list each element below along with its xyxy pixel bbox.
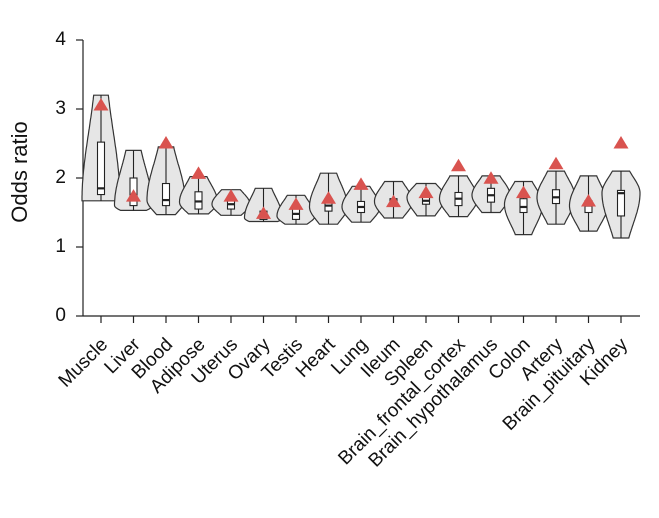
y-tick-label: 3 [55,98,66,119]
marker-triangle [581,193,596,207]
y-tick-label: 0 [55,305,66,326]
marker-triangle [516,185,531,199]
marker-triangle [158,136,174,149]
marker-triangle [288,197,304,210]
marker-triangle [418,185,434,199]
marker-triangle [256,206,271,219]
marker-triangle [353,177,369,190]
marker-triangle [386,194,401,208]
violin-testis [276,194,316,225]
marker-triangle [548,156,564,170]
iqr-box [96,141,106,196]
plot-area [81,94,641,239]
y-tick-label: 4 [55,29,66,50]
marker-triangle [191,166,206,179]
violin-kidney [601,136,641,239]
violin-artery [536,156,576,225]
iqr-box [616,189,626,217]
marker-triangle [483,171,499,184]
violin-brain-pituitary [568,175,609,232]
marker-triangle [321,191,336,204]
violin-heart [308,172,349,225]
violin-uterus [211,189,251,216]
x-axis: MuscleLiverBloodAdiposeUterusOvaryTestis… [55,315,640,472]
violin-colon [503,180,544,236]
marker-triangle [126,189,141,202]
violin-muscle [81,94,121,202]
y-axis: 0 1 2 3 4 [55,29,84,326]
y-axis-label: Odds ratio [7,121,32,223]
marker-triangle [451,158,466,172]
iqr-box [161,182,171,207]
y-tick-label: 1 [55,236,66,257]
violin-brain-frontal-cortex [438,158,479,218]
y-tick-label: 2 [55,167,66,188]
marker-triangle [613,136,629,149]
marker-triangle [93,98,109,111]
marker-triangle [223,189,239,202]
violin-adipose [178,166,219,215]
iqr-box [519,198,528,214]
violin-spleen [406,182,446,217]
violin-ileum [373,180,414,219]
